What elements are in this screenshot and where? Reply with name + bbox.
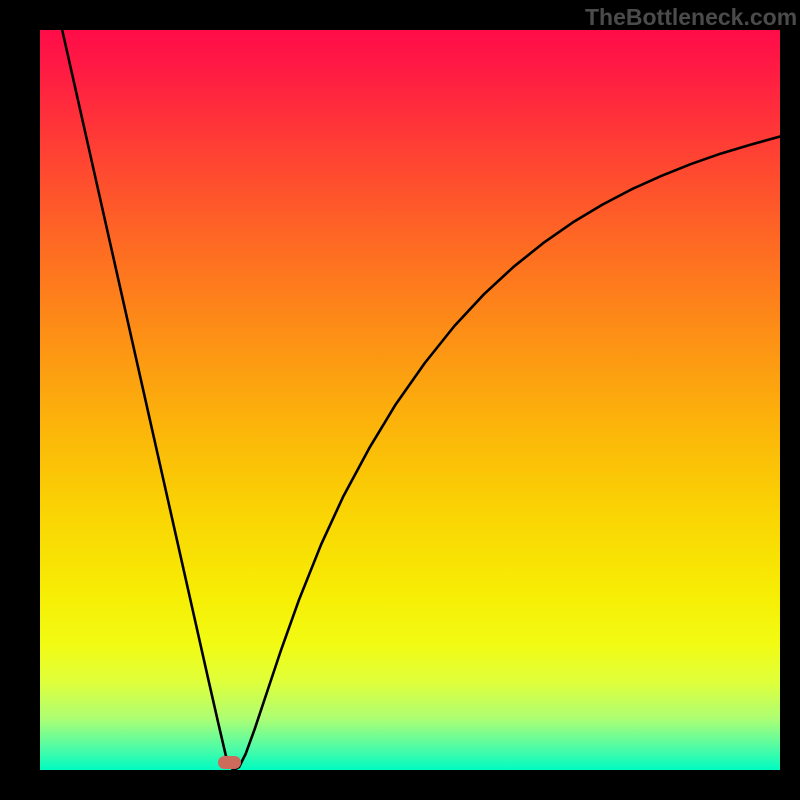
attribution-label: TheBottleneck.com: [585, 4, 797, 31]
minimum-marker: [218, 756, 241, 769]
plot-area: [40, 30, 780, 770]
bottleneck-curve: [40, 30, 780, 770]
